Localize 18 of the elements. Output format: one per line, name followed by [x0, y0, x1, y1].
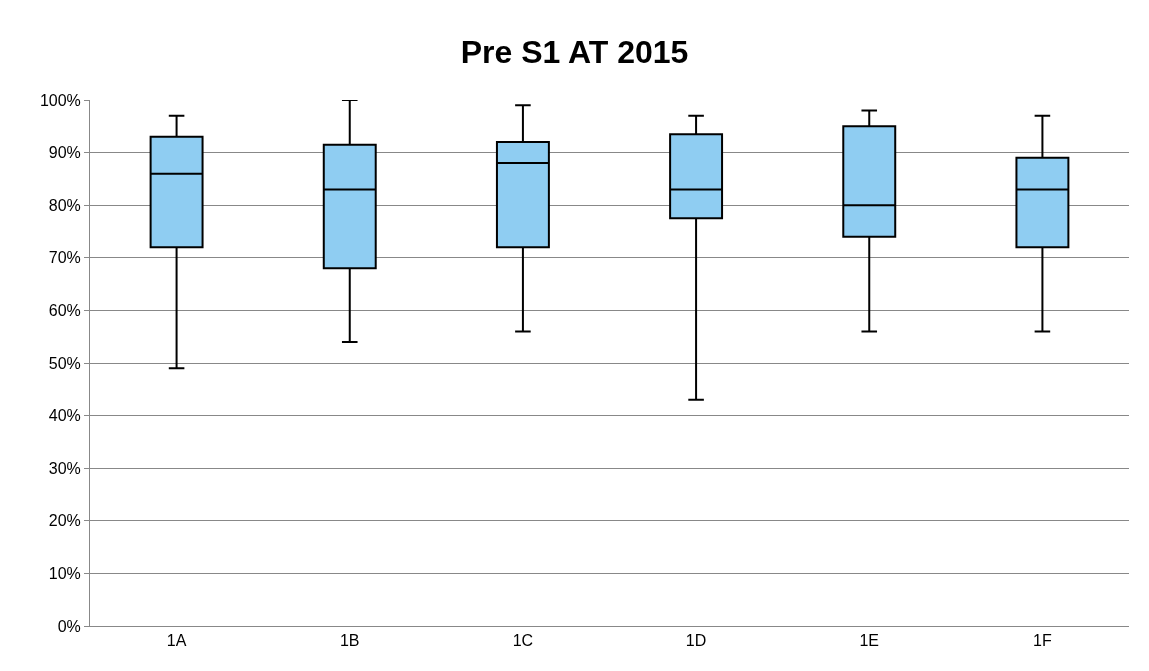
- y-tick-label: 80%: [48, 196, 81, 214]
- y-tick-label: 100%: [39, 91, 81, 109]
- x-tick-label: 1D: [685, 632, 707, 650]
- y-tick-label: 70%: [48, 249, 81, 267]
- y-tick-label: 40%: [48, 407, 81, 425]
- y-tick-label: 50%: [48, 354, 81, 372]
- y-tick-label: 10%: [48, 565, 81, 582]
- y-tick-label: 60%: [48, 302, 81, 319]
- x-tick-label: 1C: [512, 632, 534, 650]
- chart-title: Pre S1 AT 2015: [460, 33, 689, 70]
- x-tick-label: 1B: [339, 632, 360, 650]
- x-tick-label: 1E: [859, 632, 880, 650]
- x-tick-label: 1F: [1033, 632, 1052, 650]
- y-tick-label: 30%: [48, 459, 81, 477]
- x-tick-label: 1A: [166, 632, 187, 650]
- y-tick-label: 90%: [48, 144, 81, 162]
- y-tick-label: 0%: [57, 617, 81, 635]
- y-tick-label: 20%: [48, 512, 81, 530]
